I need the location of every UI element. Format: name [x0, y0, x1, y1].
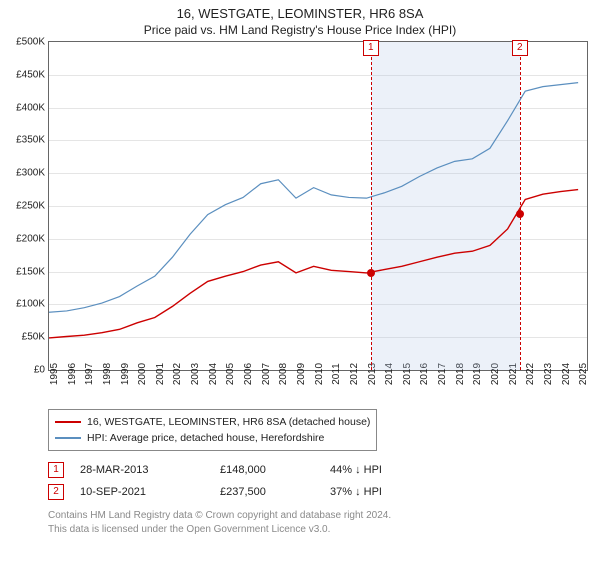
footer-line-2: This data is licensed under the Open Gov… — [48, 523, 588, 537]
legend-item: HPI: Average price, detached house, Here… — [55, 430, 370, 446]
legend: 16, WESTGATE, LEOMINSTER, HR6 8SA (detac… — [48, 409, 377, 451]
event-date: 28-MAR-2013 — [80, 464, 220, 476]
sale-point — [516, 210, 524, 218]
y-axis-label: £300K — [16, 168, 45, 179]
chart-title: 16, WESTGATE, LEOMINSTER, HR6 8SA — [0, 6, 600, 21]
y-axis-label: £350K — [16, 135, 45, 146]
y-axis-label: £100K — [16, 299, 45, 310]
event-marker: 2 — [512, 40, 528, 56]
y-axis-label: £400K — [16, 102, 45, 113]
y-axis-label: £150K — [16, 266, 45, 277]
event-price: £237,500 — [220, 486, 330, 498]
events-table: 1 28-MAR-2013£148,00044% ↓ HPI 2 10-SEP-202… — [48, 459, 588, 503]
series-hpi — [49, 83, 578, 313]
legend-swatch — [55, 437, 81, 439]
line-layer — [49, 42, 587, 370]
chart-area: £0£50K£100K£150K£200K£250K£300K£350K£400… — [48, 41, 588, 371]
event-row: 1 28-MAR-2013£148,00044% ↓ HPI — [48, 459, 588, 481]
event-row: 2 10-SEP-2021£237,50037% ↓ HPI — [48, 481, 588, 503]
y-axis-label: £250K — [16, 201, 45, 212]
y-axis-label: £0 — [34, 365, 45, 376]
legend-label: 16, WESTGATE, LEOMINSTER, HR6 8SA (detac… — [87, 416, 370, 428]
sale-point — [367, 269, 375, 277]
event-date: 10-SEP-2021 — [80, 486, 220, 498]
y-axis-label: £500K — [16, 37, 45, 48]
legend-swatch — [55, 421, 81, 423]
event-marker: 1 — [363, 40, 379, 56]
event-id-box: 1 — [48, 462, 64, 478]
plot-area: £0£50K£100K£150K£200K£250K£300K£350K£400… — [48, 41, 588, 371]
y-axis-label: £50K — [22, 332, 45, 343]
event-id-box: 2 — [48, 484, 64, 500]
event-delta: 37% ↓ HPI — [330, 486, 440, 498]
footer-line-1: Contains HM Land Registry data © Crown c… — [48, 509, 588, 523]
event-delta: 44% ↓ HPI — [330, 464, 440, 476]
attribution-footer: Contains HM Land Registry data © Crown c… — [48, 509, 588, 536]
legend-label: HPI: Average price, detached house, Here… — [87, 432, 324, 444]
series-property_price — [49, 190, 578, 338]
y-axis-label: £450K — [16, 69, 45, 80]
y-axis-label: £200K — [16, 233, 45, 244]
chart-subtitle: Price paid vs. HM Land Registry's House … — [0, 23, 600, 37]
legend-item: 16, WESTGATE, LEOMINSTER, HR6 8SA (detac… — [55, 414, 370, 430]
event-price: £148,000 — [220, 464, 330, 476]
